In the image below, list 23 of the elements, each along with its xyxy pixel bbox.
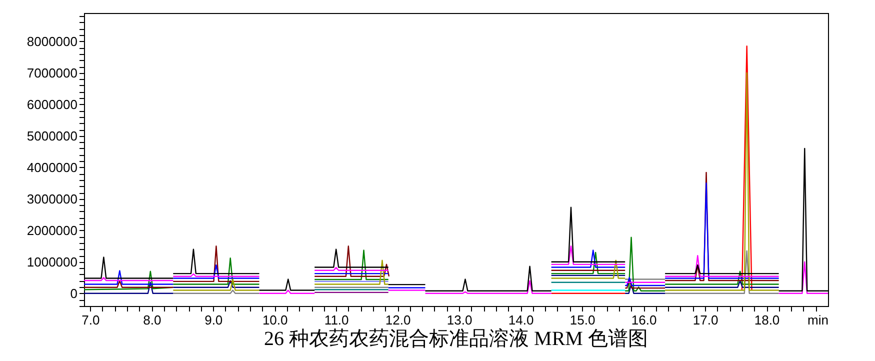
y-tick-label: 7000000 — [26, 65, 78, 80]
y-tick-label: 8000000 — [26, 34, 78, 49]
y-tick-label: 2000000 — [26, 222, 78, 238]
y-tick-label: 0 — [70, 286, 78, 301]
x-tick-label: 10.0 — [262, 312, 288, 328]
x-tick-label: 9.0 — [204, 312, 223, 328]
x-tick-label: 16.0 — [631, 312, 657, 328]
x-tick-label: 18.0 — [754, 312, 780, 328]
y-tick-label: 3000000 — [26, 191, 78, 206]
x-axis-title: min — [808, 312, 828, 328]
x-tick-label: 12.0 — [385, 312, 411, 328]
y-tick-label: 6000000 — [26, 96, 78, 112]
y-tick-label: 4000000 — [26, 160, 78, 175]
x-tick-label: 8.0 — [143, 312, 162, 328]
y-tick-label: 1000000 — [26, 254, 78, 270]
text: 26 种农药农药混合标准品溶液 MRM 色谱图 — [264, 328, 648, 350]
x-tick-label: 15.0 — [570, 312, 596, 328]
y-tick-label: 5000000 — [26, 128, 78, 144]
x-tick-label: 11.0 — [324, 312, 349, 328]
x-tick-label: 14.0 — [508, 312, 534, 328]
x-tick-label: 13.0 — [446, 312, 472, 328]
x-tick-label: 7.0 — [82, 312, 100, 328]
x-tick-label: 17.0 — [692, 312, 718, 328]
